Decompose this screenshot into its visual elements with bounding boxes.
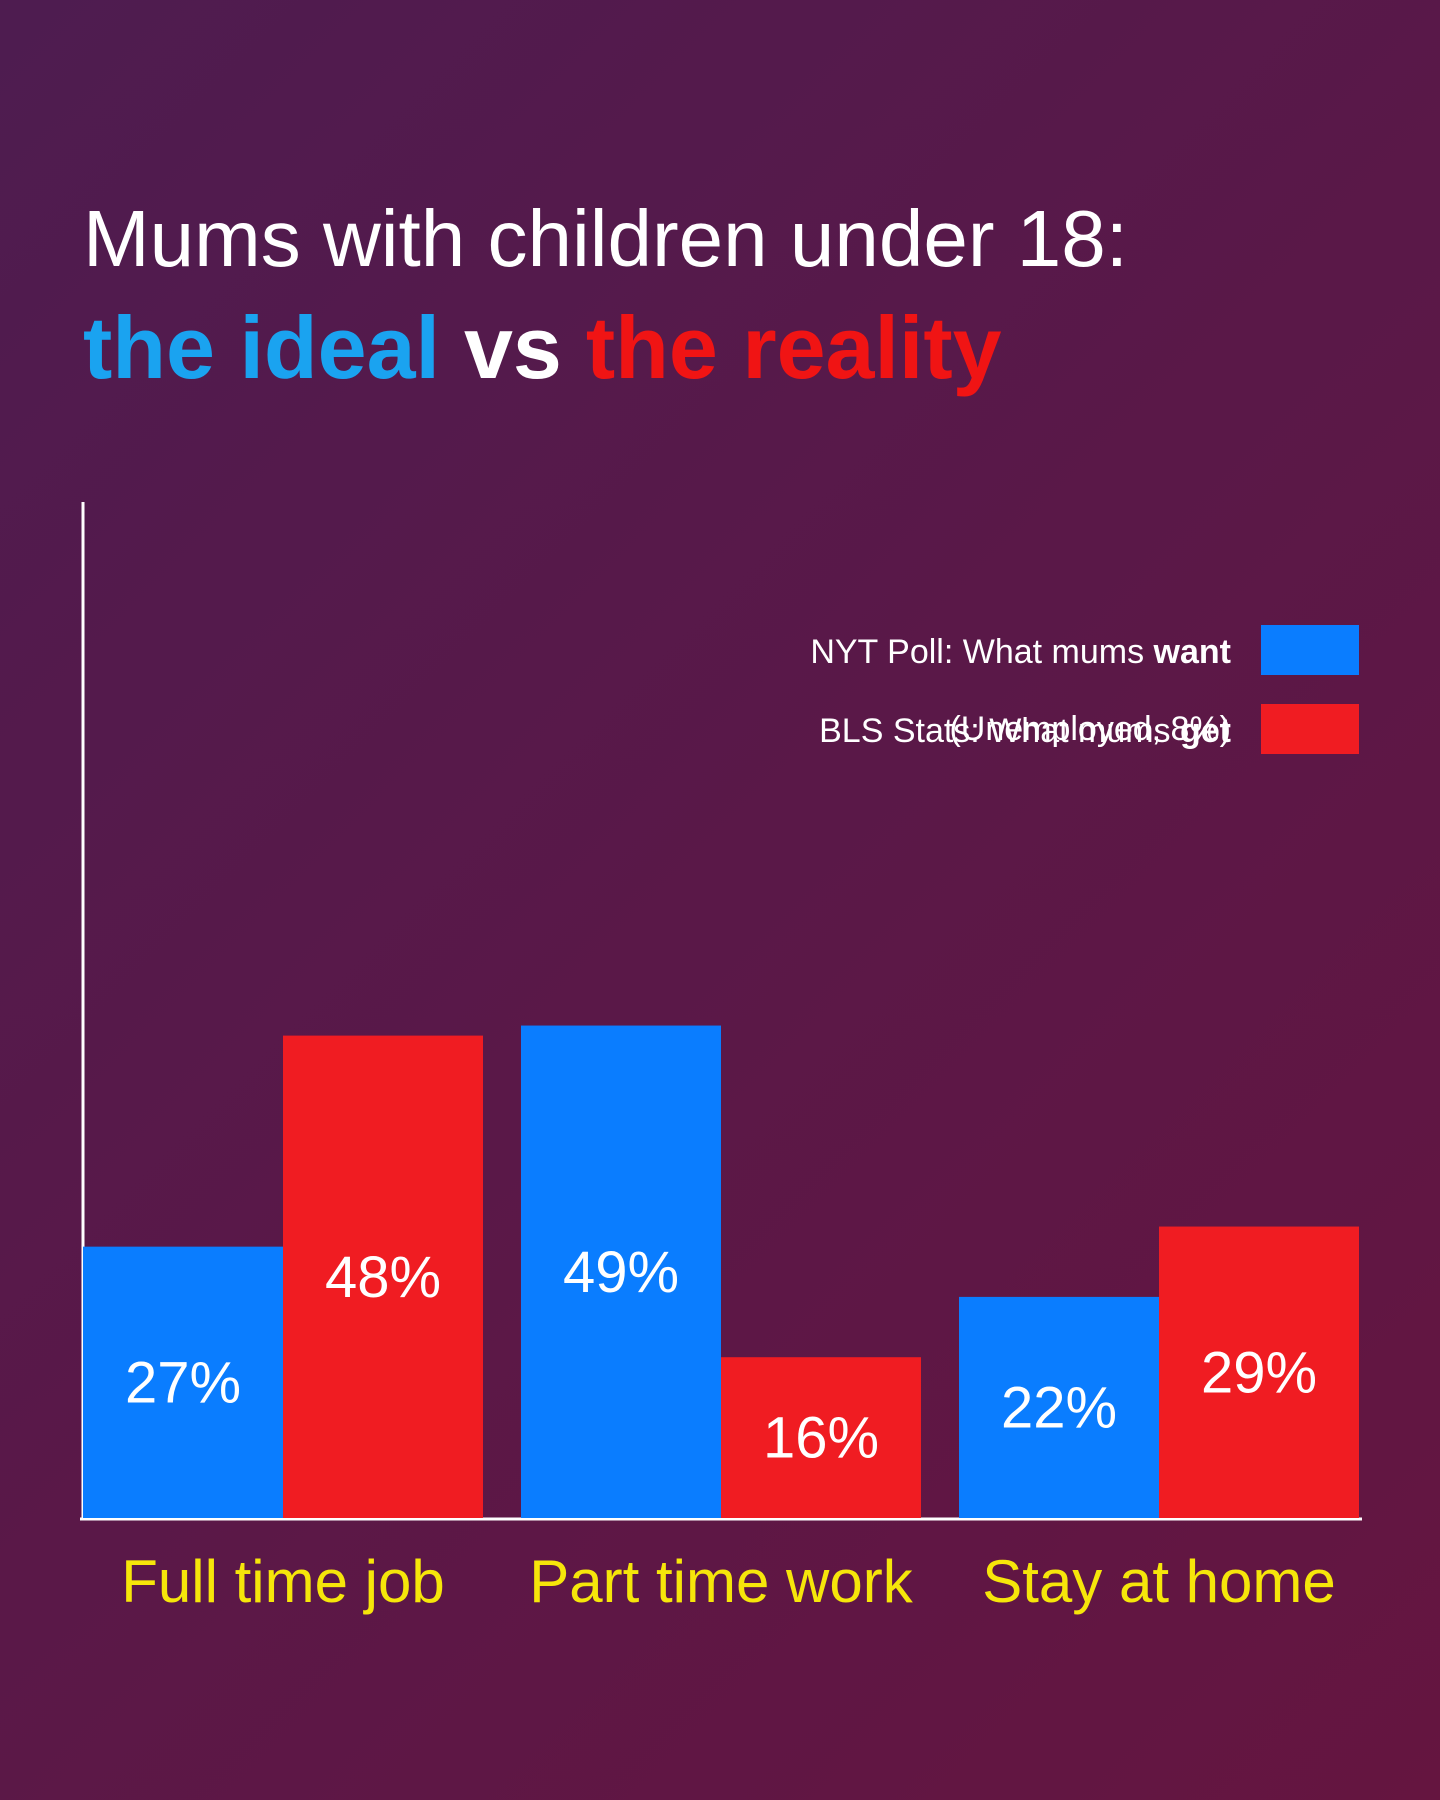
value-label: 49%: [563, 1240, 679, 1305]
value-label: 22%: [1001, 1375, 1117, 1440]
legend-swatch: [1261, 625, 1359, 675]
x-tick-label: Stay at home: [982, 1548, 1336, 1615]
bar: [83, 1246, 283, 1518]
bar: [283, 1035, 483, 1518]
subtitle-part: the reality: [586, 298, 1002, 397]
bar: [721, 1357, 921, 1518]
value-label: 27%: [125, 1350, 241, 1415]
value-label: 16%: [763, 1406, 879, 1471]
bar: [1159, 1226, 1359, 1518]
chart-subtitle: the ideal vs the reality: [83, 298, 1002, 397]
bar: [521, 1025, 721, 1518]
subtitle-part: vs: [464, 298, 562, 397]
value-label: 29%: [1201, 1340, 1317, 1405]
bar: [959, 1296, 1159, 1518]
x-tick-label: Part time work: [529, 1548, 913, 1615]
x-tick-label: Full time job: [121, 1548, 444, 1615]
annotation: (Unemployed, 8%): [949, 710, 1231, 748]
legend-label: NYT Poll: What mums want: [810, 633, 1231, 671]
legend-label: BLS Stats: What mums get: [819, 712, 1231, 750]
subtitle-part: the ideal: [83, 298, 440, 397]
legend-swatch: [1261, 704, 1359, 754]
value-label: 48%: [325, 1245, 441, 1310]
chart-title: Mums with children under 18:: [83, 194, 1128, 283]
